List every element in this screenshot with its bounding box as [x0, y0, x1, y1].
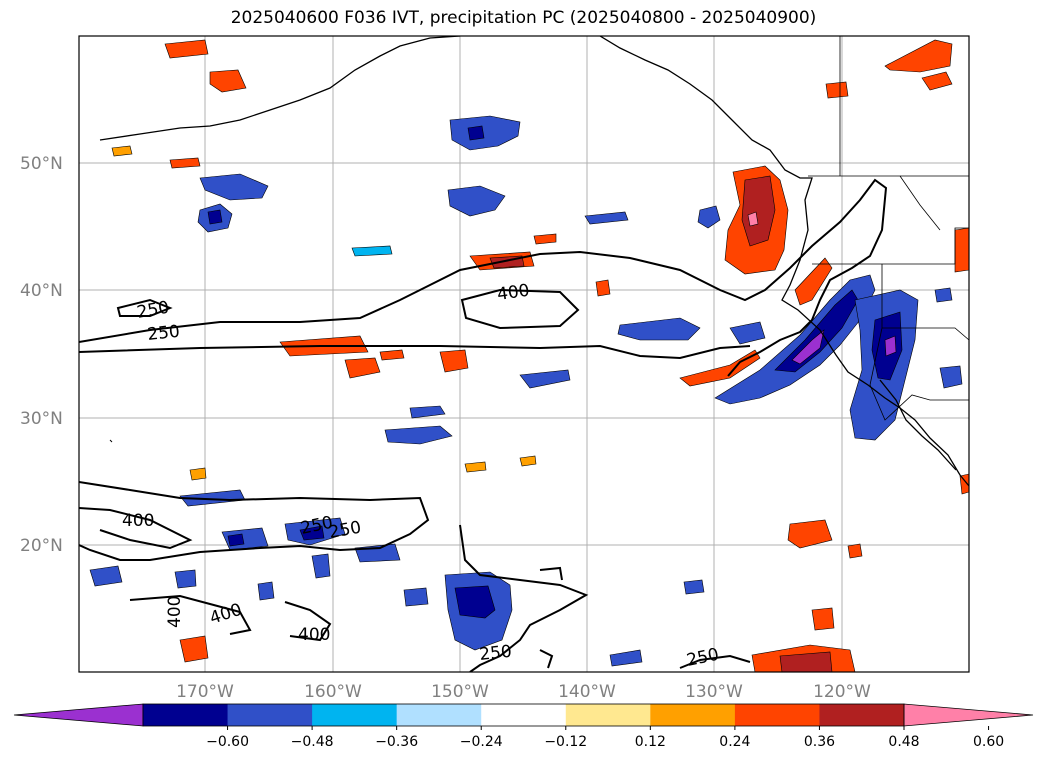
colorbar-tick-label: −0.60	[206, 734, 249, 750]
lat-label: 50°N	[20, 154, 63, 174]
lon-label: 120°W	[813, 682, 871, 702]
ivt-label: 400	[298, 625, 330, 645]
colorbar-swatch	[734, 704, 820, 726]
colorbar-tick-label: −0.24	[460, 734, 503, 750]
colorbar-tick-label: 0.36	[804, 734, 835, 750]
colorbar-tick-label: 0.24	[719, 734, 750, 750]
colorbar-extend-low	[13, 703, 144, 727]
coastlines	[99, 36, 969, 487]
ivt-label: 400	[122, 511, 154, 531]
map-title: 2025040600 F036 IVT, precipitation PC (2…	[230, 8, 817, 28]
colorbar-tick-label: −0.36	[375, 734, 418, 750]
map-frame	[78, 35, 970, 673]
lon-label: 160°W	[304, 682, 362, 702]
colorbar-swatch	[819, 704, 905, 726]
colorbar-tick-label: −0.48	[291, 734, 334, 750]
ivt-contours	[79, 178, 888, 672]
colorbar-tick-label: 0.12	[635, 734, 666, 750]
precip-positive-patches	[111, 39, 969, 672]
colorbar-extend-high	[903, 703, 1034, 727]
precip-negative-patches	[89, 115, 963, 667]
colorbar: −0.60 −0.48 −0.36 −0.24 −0.12 0.12 0.24 0.36 0.4…	[13, 703, 1034, 750]
lat-label: 30°N	[20, 409, 63, 429]
colorbar-swatch	[650, 704, 736, 726]
colorbar-frame	[142, 703, 905, 727]
colorbar-swatch	[565, 704, 651, 726]
ivt-label: 400	[496, 281, 531, 305]
latitude-labels: 50°N 40°N 30°N 20°N	[20, 154, 63, 556]
lon-label: 130°W	[685, 682, 743, 702]
colorbar-swatch	[312, 704, 398, 726]
map-panel: 250 250 400 400 250 250 400 400 400 250 …	[78, 35, 970, 673]
lat-label: 20°N	[20, 536, 63, 556]
ivt-label: 250	[146, 322, 180, 345]
colorbar-swatch	[143, 704, 229, 726]
longitude-labels: 170°W 160°W 150°W 140°W 130°W 120°W	[176, 682, 871, 702]
lon-label: 140°W	[558, 682, 616, 702]
colorbar-tick-label: 0.60	[973, 734, 1004, 750]
colorbar-tick-label: −0.12	[544, 734, 587, 750]
lon-label: 150°W	[431, 682, 489, 702]
ivt-label: 400	[165, 596, 185, 628]
lon-label: 170°W	[176, 682, 234, 702]
colorbar-swatch	[227, 704, 313, 726]
colorbar-swatch	[481, 704, 567, 726]
ivt-label: 250	[478, 642, 512, 665]
colorbar-tick-label: 0.48	[888, 734, 919, 750]
lat-label: 40°N	[20, 281, 63, 301]
colorbar-swatch	[396, 704, 482, 726]
